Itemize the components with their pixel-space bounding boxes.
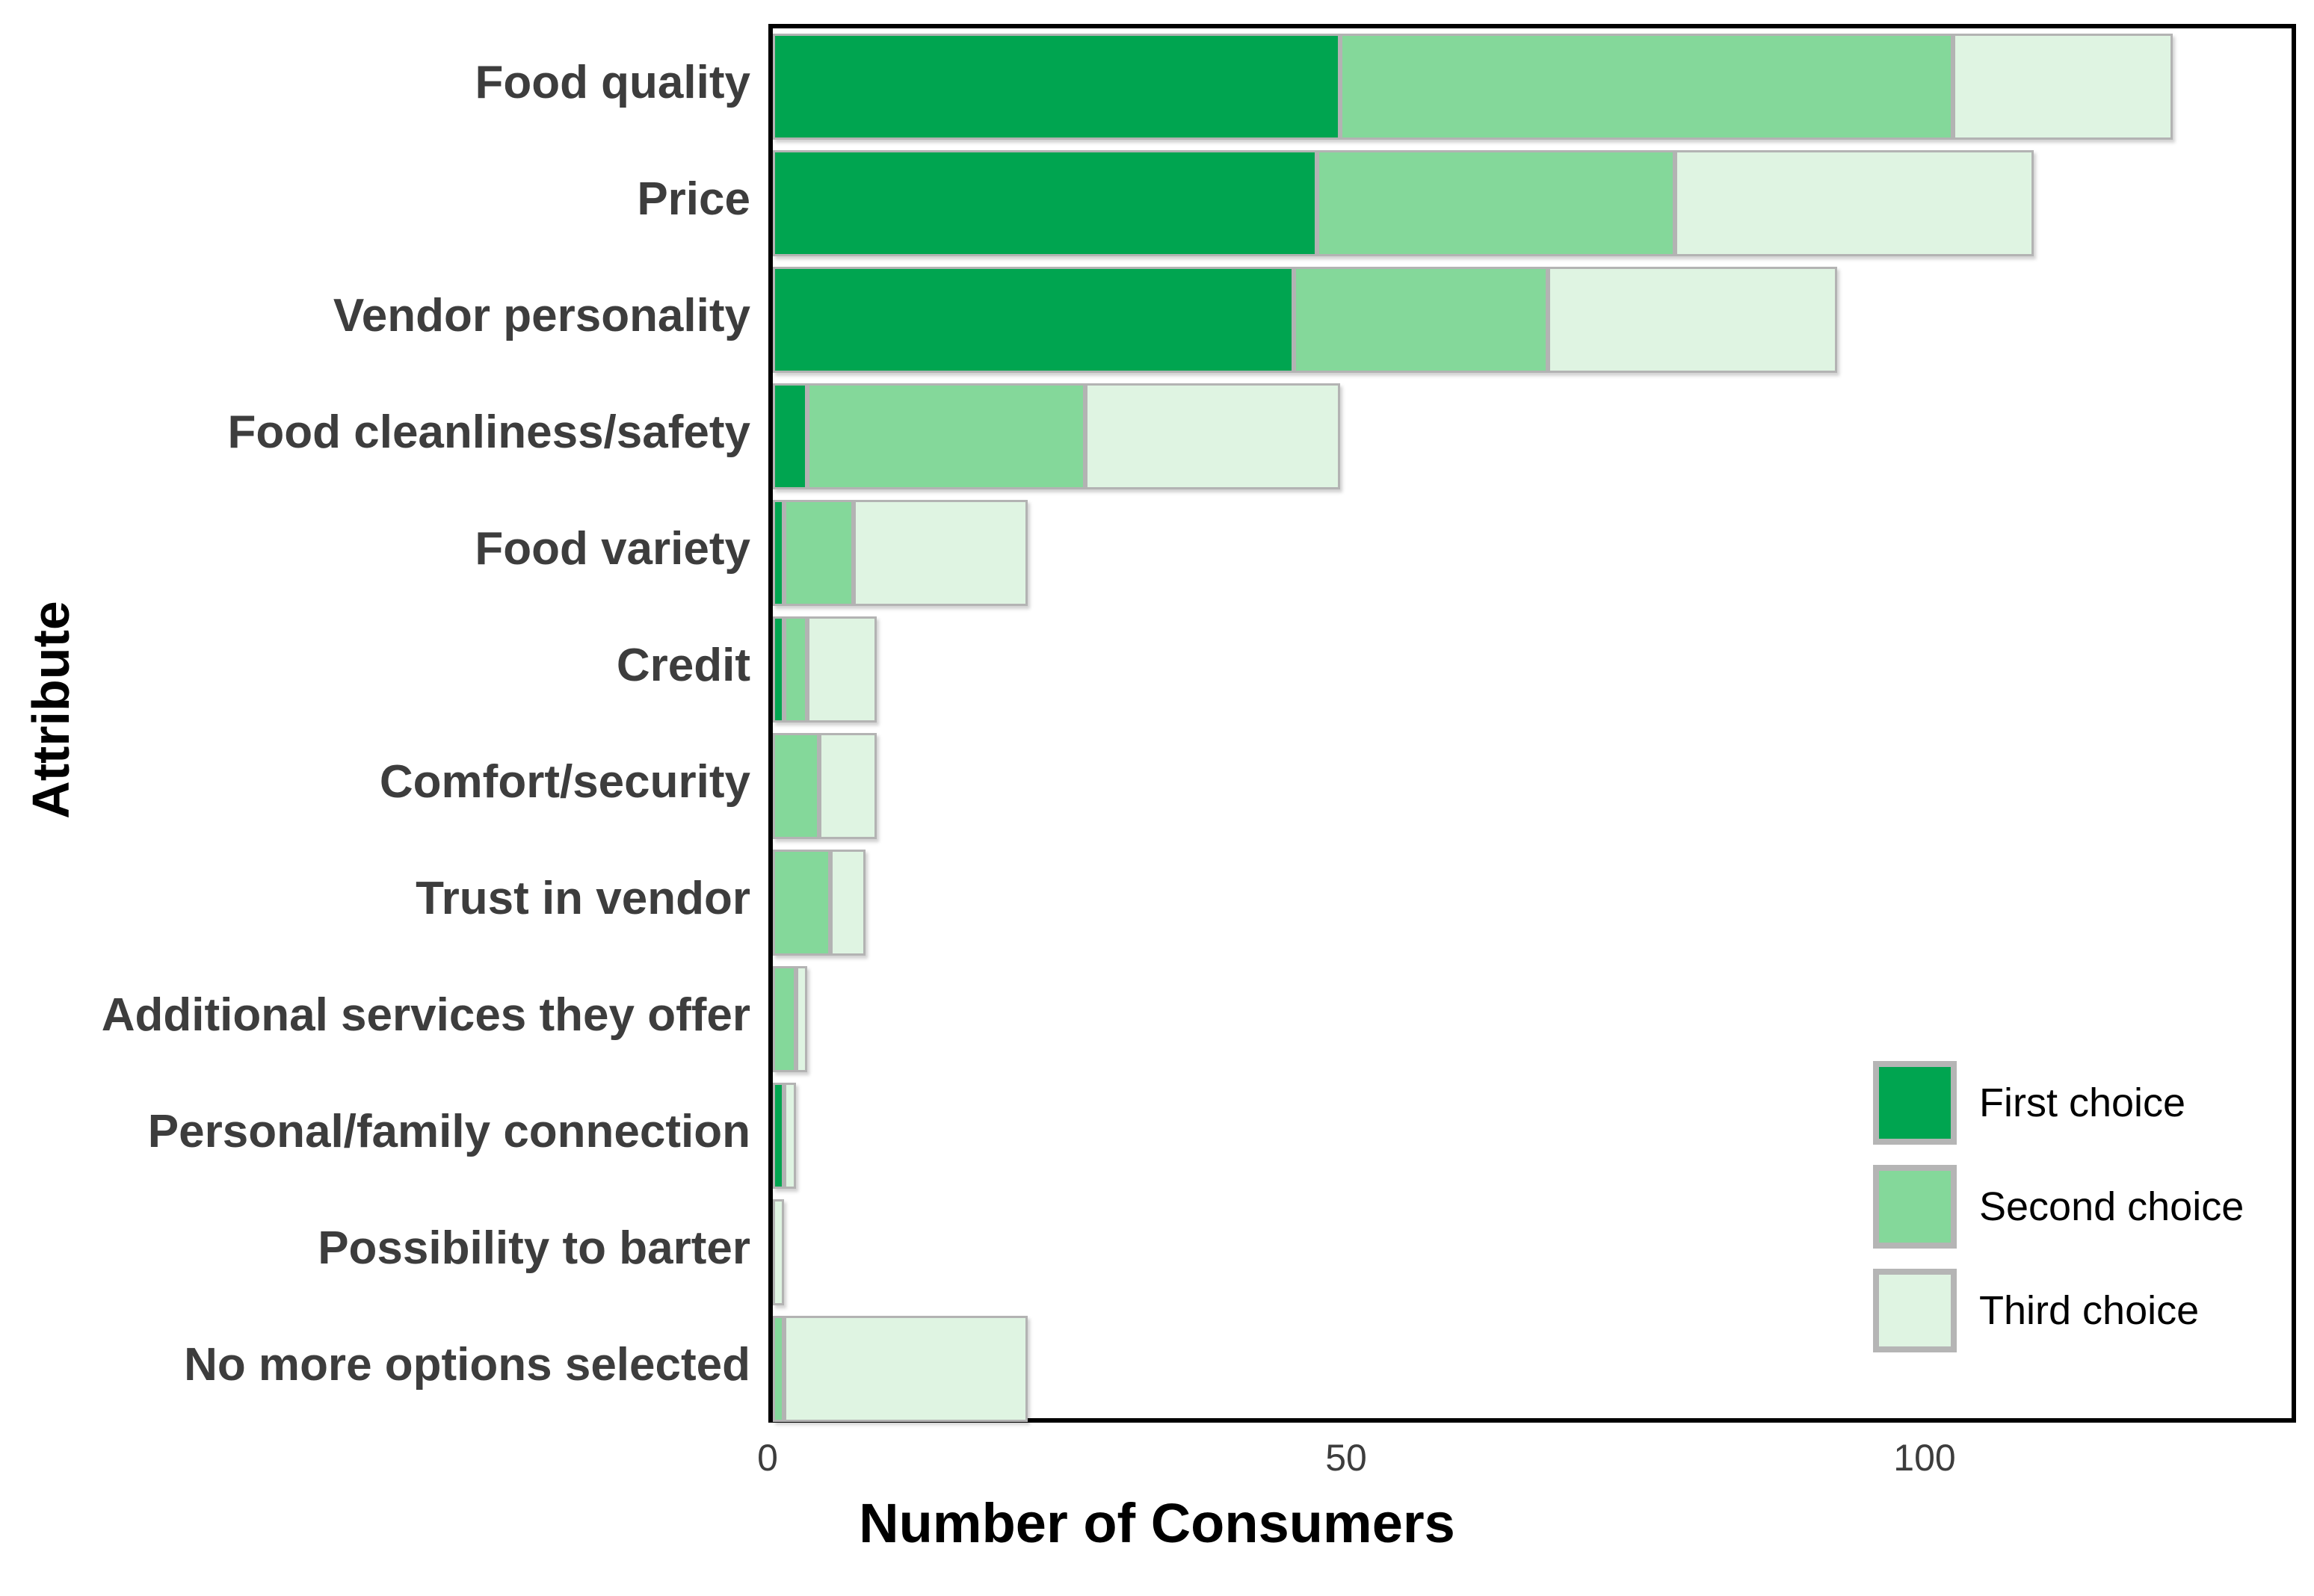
bar-row [773,728,2292,844]
stacked-bar [773,966,808,1072]
bar-segment-second-choice [784,500,854,606]
bar-segment-third-choice [854,500,1028,606]
category-label: Food quality [475,56,750,108]
stacked-bar [773,34,2173,140]
bar-row [773,262,2292,378]
bar-segment-second-choice [773,733,819,839]
bar-segment-third-choice [1952,34,2173,140]
bar-segment-third-choice [784,1316,1028,1422]
bar-segment-third-choice [830,850,866,956]
category-label: Food cleanliness/safety [227,406,750,458]
category-label: Trust in vendor [416,872,750,924]
stacked-bar [773,616,877,723]
bar-row [773,28,2292,145]
category-label: Credit [616,639,750,691]
stacked-bar [773,150,2034,256]
bar-segment-first-choice [773,34,1340,140]
category-label: Price [637,173,750,225]
bar-row [773,145,2292,262]
legend-label: Second choice [1979,1184,2244,1229]
stacked-bar [773,383,1340,489]
bar-segment-second-choice [1339,34,1953,140]
bar-segment-second-choice [773,850,831,956]
x-tick-label: 0 [757,1437,778,1479]
bar-segment-first-choice [773,500,785,606]
stacked-bar [773,267,1838,373]
bar-segment-first-choice [773,383,808,489]
bar-segment-first-choice [773,150,1317,256]
bar-segment-second-choice [773,1316,785,1422]
legend-label: First choice [1979,1080,2186,1125]
x-axis-title: Number of Consumers [859,1492,1455,1554]
legend-item: Third choice [1873,1269,2244,1352]
bar-row [773,1311,2292,1427]
category-label: Additional services they offer [101,989,750,1041]
bar-row [773,1194,2292,1311]
category-label: Vendor personality [333,289,750,341]
bar-row [773,844,2292,961]
plot-area [768,24,2296,1423]
bar-row [773,495,2292,611]
bar-row [773,961,2292,1077]
legend: First choice Second choice Third choice [1873,1061,2244,1373]
bar-segment-third-choice [1085,383,1340,489]
category-label: Comfort/security [379,755,750,808]
x-tick-label: 50 [1325,1437,1367,1479]
bar-segment-first-choice [773,267,1294,373]
legend-swatch-third-choice [1873,1269,1957,1352]
stacked-bar [773,733,877,839]
bar-segment-third-choice [1675,150,2034,256]
bar-segment-second-choice [773,966,796,1072]
legend-swatch-first-choice [1873,1061,1957,1145]
x-tick-label: 100 [1893,1437,1956,1479]
bar-segment-third-choice [1548,267,1838,373]
bar-segment-third-choice [773,1199,785,1305]
legend-swatch-second-choice [1873,1165,1957,1249]
bar-row [773,378,2292,495]
bar-segment-third-choice [795,966,808,1072]
bar-row [773,1077,2292,1194]
bar-segment-third-choice [784,1083,796,1189]
category-label: No more options selected [184,1338,750,1391]
bar-row [773,611,2292,728]
stacked-bar [773,850,866,956]
legend-label: Third choice [1979,1288,2200,1333]
stacked-bar [773,1083,796,1189]
bar-segment-third-choice [807,616,877,723]
bar-segment-second-choice [784,616,808,723]
category-label: Food variety [475,522,750,575]
bar-segment-first-choice [773,616,785,723]
stacked-bar [773,1199,785,1305]
stacked-bar [773,500,1028,606]
bar-segment-second-choice [807,383,1085,489]
bar-segment-third-choice [818,733,877,839]
legend-item: First choice [1873,1061,2244,1145]
bar-segment-second-choice [1293,267,1549,373]
category-label: Personal/family connection [147,1105,750,1157]
bar-segment-first-choice [773,1083,785,1189]
stacked-bar [773,1316,1028,1422]
category-label: Possibility to barter [318,1222,750,1274]
bar-segment-second-choice [1316,150,1676,256]
legend-item: Second choice [1873,1165,2244,1249]
